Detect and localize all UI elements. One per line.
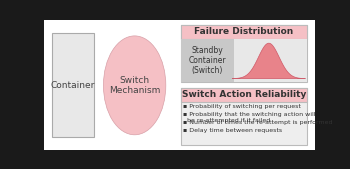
FancyBboxPatch shape	[181, 25, 307, 39]
Text: Failure Distribution: Failure Distribution	[194, 27, 293, 36]
FancyBboxPatch shape	[181, 88, 307, 102]
Text: Container: Container	[51, 81, 95, 90]
Text: Standby
Container
(Switch): Standby Container (Switch)	[188, 46, 226, 75]
Text: ▪ Number of times the re-attempt is performed: ▪ Number of times the re-attempt is perf…	[183, 120, 333, 125]
Text: Switch Action Reliability: Switch Action Reliability	[182, 90, 306, 100]
Text: ▪ Delay time between requests: ▪ Delay time between requests	[183, 128, 282, 134]
FancyBboxPatch shape	[52, 33, 94, 137]
FancyBboxPatch shape	[181, 25, 307, 82]
Text: ▪ Probability that the switching action will
  be re-attempted if it failed: ▪ Probability that the switching action …	[183, 112, 316, 123]
FancyBboxPatch shape	[44, 20, 315, 150]
FancyBboxPatch shape	[181, 88, 307, 145]
FancyBboxPatch shape	[234, 39, 307, 82]
Ellipse shape	[104, 36, 166, 135]
Text: Switch
Mechanism: Switch Mechanism	[109, 76, 160, 95]
FancyBboxPatch shape	[181, 39, 234, 82]
Text: ▪ Probability of switching per request: ▪ Probability of switching per request	[183, 104, 301, 108]
Polygon shape	[232, 43, 306, 79]
